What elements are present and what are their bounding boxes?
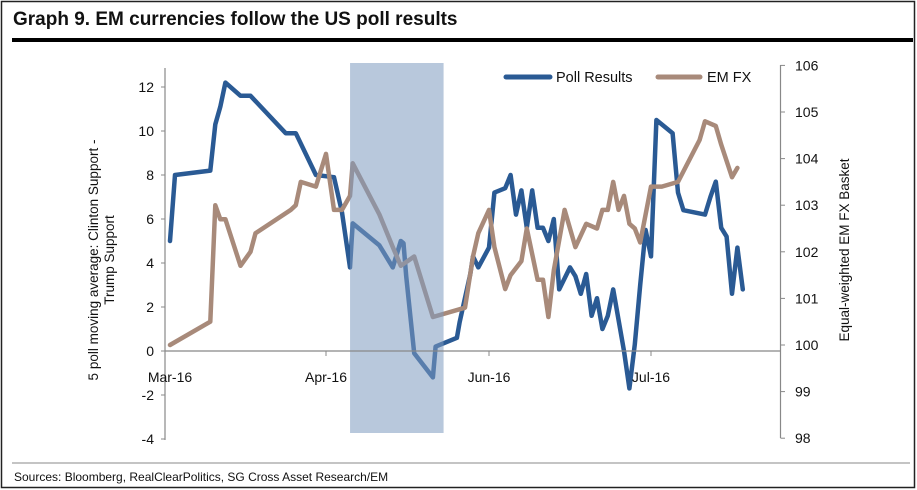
y-left-tick-label: -2: [142, 387, 155, 403]
series-lines: [167, 80, 746, 391]
x-tick-label: Mar-16: [148, 369, 193, 385]
y-right-tick-label: 104: [795, 151, 819, 167]
y-left-tick-label: 8: [146, 167, 154, 183]
x-tick-label: Jul-16: [632, 369, 670, 385]
series-line-poll-results: [167, 80, 746, 391]
y-right-tick-label: 100: [795, 337, 819, 353]
y-left-title-line2: Trump Support: [102, 215, 117, 305]
y-left-title-line1: 5 poll moving average: Clinton Support -: [86, 140, 101, 381]
y-left-tick-label: 6: [146, 211, 154, 227]
y-left-tick-label: 12: [138, 79, 154, 95]
y-left-tick-label: 0: [146, 343, 154, 359]
legend-label-poll: Poll Results: [556, 70, 633, 86]
legend-label-emfx: EM FX: [707, 70, 752, 86]
y-left-tick-label: 2: [146, 299, 154, 315]
x-tick-label: Jun-16: [468, 369, 511, 385]
y-right-tick-label: 101: [795, 290, 819, 306]
x-tick-label: Apr-16: [305, 369, 347, 385]
chart-title: Graph 9. EM currencies follow the US pol…: [13, 9, 458, 30]
axes: -4 -2 0 2 4 6 8 10 12 98 99 100 101 102 103 104 105 106 Ma…: [138, 57, 818, 447]
y-right-tick-label: 99: [795, 384, 811, 400]
sources-note: Sources: Bloomberg, RealClearPolitics, S…: [14, 470, 388, 484]
y-left-tick-label: -4: [142, 431, 155, 447]
y-right-tick-label: 102: [795, 244, 819, 260]
y-left-tick-label: 4: [146, 255, 154, 271]
y-right-tick-label: 106: [795, 57, 819, 73]
shaded-period: [350, 63, 444, 433]
y-right-tick-label: 98: [795, 430, 811, 446]
series-line-em-fx: [167, 119, 740, 348]
y-right-tick-label: 103: [795, 197, 819, 213]
y-left-tick-label: 10: [138, 123, 154, 139]
y-right-title: Equal-weighted EM FX Basket: [837, 158, 852, 341]
y-right-tick-label: 105: [795, 104, 819, 120]
title-rule: [12, 38, 913, 42]
legend: Poll Results EM FX: [503, 70, 752, 86]
